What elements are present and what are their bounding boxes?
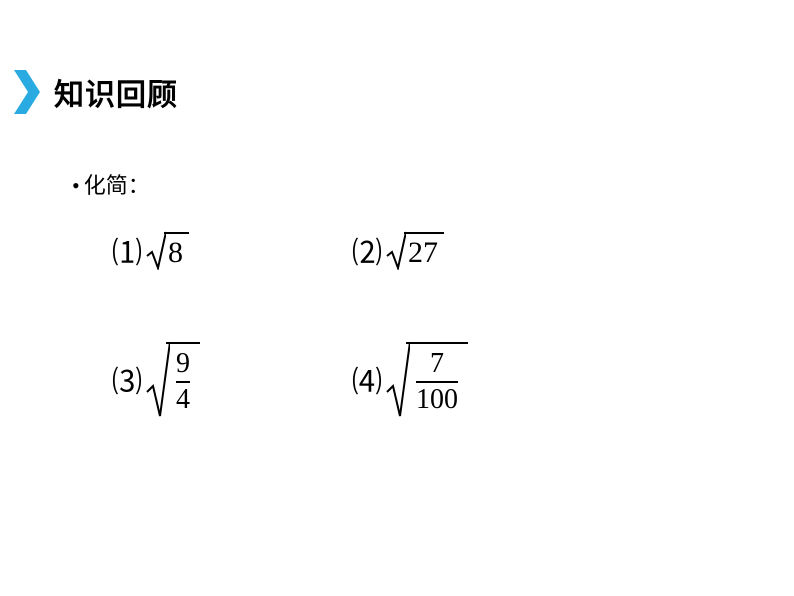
bullet-icon: •	[72, 173, 80, 198]
denominator: 100	[416, 383, 458, 414]
sqrt-expression: 27	[386, 230, 442, 270]
slide-title: 知识回顾	[54, 70, 178, 114]
problem-label: ⑶	[112, 357, 142, 401]
problem-label: ⑷	[352, 357, 382, 401]
sqrt-expression: 9 4	[146, 340, 196, 418]
chevron-icon	[14, 70, 44, 114]
radicand: 8	[166, 236, 187, 270]
instruction-line: •化简：	[72, 168, 150, 200]
problem-2: ⑵ 27	[352, 228, 442, 272]
problem-label: ⑵	[352, 228, 382, 272]
problem-3: ⑶ 9 4	[112, 340, 196, 418]
radicand-value: 27	[408, 236, 438, 269]
radical-icon	[386, 340, 410, 418]
vinculum	[164, 232, 189, 234]
radicand: 27	[406, 236, 442, 270]
fraction: 7 100	[410, 350, 464, 414]
denominator: 4	[176, 383, 190, 414]
radical-icon	[146, 340, 170, 418]
sqrt-expression: 8	[146, 230, 187, 270]
fraction: 9 4	[170, 350, 196, 414]
instruction-text: 化简：	[84, 173, 150, 198]
vinculum	[166, 342, 200, 344]
radicand-value: 8	[168, 236, 183, 269]
slide-header: 知识回顾	[14, 70, 178, 114]
vinculum	[406, 342, 468, 344]
radical-icon	[146, 230, 166, 270]
radical-icon	[386, 230, 406, 270]
problem-1: ⑴ 8	[112, 228, 187, 272]
problem-4: ⑷ 7 100	[352, 340, 464, 418]
sqrt-expression: 7 100	[386, 340, 464, 418]
numerator: 9	[176, 350, 190, 381]
problem-label: ⑴	[112, 228, 142, 272]
vinculum	[404, 232, 444, 234]
numerator: 7	[430, 350, 444, 381]
